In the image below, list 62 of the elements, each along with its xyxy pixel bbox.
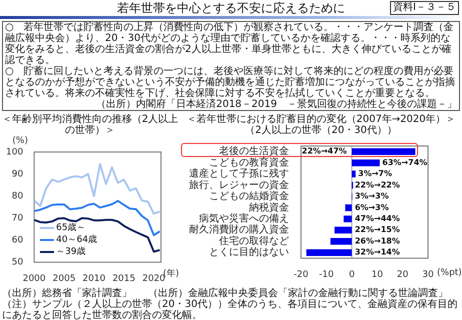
annotation: 3%→7% — [358, 169, 392, 178]
text: ○ 貯蓄に回したいと考える背景の一つには、老後や医療等に対して将来的にどの程度の費用が必要となるのかが予想ができないという不安が予備的動機を通じた貯蓄増加につながっていることが指摘されている。将来の不確実性を下げ、社会保障に対する不安を払拭していくことが重要となる。 — [5, 66, 456, 99]
bar — [334, 226, 352, 234]
x-axis-title: (%pt) — [437, 268, 462, 278]
y-tick-label: 50 — [12, 258, 24, 268]
chart-title: ＜若年世帯における貯蓄目的の変化（2007年→2020年）＞ — [185, 114, 457, 125]
y-tick-label: 老後の生活資金 — [219, 145, 289, 158]
y-axis-title: (%) — [12, 136, 28, 146]
text: （出所）金融広報中央委員会「家計の金融行動に関する世論調査」 — [148, 288, 449, 299]
x-tick-label: 2000 — [22, 274, 46, 284]
annotation: 6%→3% — [354, 202, 389, 212]
x-tick-label: -10 — [319, 270, 334, 280]
bar — [330, 238, 352, 245]
bar — [344, 216, 352, 222]
x-tick-label: 0 — [348, 270, 355, 280]
y-tick-label: 90 — [12, 169, 24, 180]
bar — [345, 204, 352, 212]
x-axis-title: (年) — [163, 268, 180, 280]
legend-label: ～39歳 — [56, 246, 86, 258]
y-tick-label: 60 — [12, 236, 24, 246]
x-tick-label: -20 — [294, 270, 309, 280]
x-tick-label: 10 — [371, 270, 384, 280]
y-tick-label: こどもの教育資金 — [209, 156, 289, 168]
annotation: 47%→44% — [354, 214, 400, 224]
text: （注）サンプル（２人以上の世帯（20・30代））全体のうち、各項目について、金融資産の保有目的にあたると回答した世帯数の割合の変化幅。 — [2, 299, 458, 320]
text: 若年世帯を中心とする不安に応えるために — [117, 1, 345, 15]
annotation: 22%→47% — [302, 146, 347, 156]
y-tick-label: 住宅の取得など — [219, 234, 289, 247]
x-tick-label: 2015 — [112, 274, 136, 284]
annotation: 32%→14% — [354, 248, 400, 257]
y-tick-label: 80 — [12, 191, 24, 202]
x-tick-label: 2010 — [82, 274, 106, 284]
text: （出所）内閣府「日本経済2018－2019 －景気回復の持続性と今後の課題－」 — [95, 99, 457, 110]
text: ○ 若年世帯では貯蓄性向の上昇（消費性向の低下）が観察されている。・・・アンケート調査（金融広報中央会）より、20・30代がどのような理由で貯蓄しているかを確認する。・・・時系列的な変化をみると、老後の生活資金の割合が2人以上世帯・単身世帯ともに、大きく伸びていることが確認できる。 — [5, 22, 455, 66]
y-tick-label: 遺産として子孫に残す — [189, 168, 289, 180]
annotation: 63%→74% — [382, 158, 428, 167]
bar — [352, 170, 356, 178]
annotation: 22%→22% — [354, 180, 400, 190]
bar — [306, 249, 352, 256]
x-tick-label: 30 — [422, 270, 434, 280]
x-tick-label: 2005 — [52, 274, 76, 284]
text: 資料Ⅰ－３－５ — [390, 1, 459, 15]
bar — [352, 159, 380, 166]
legend-label: 40～64歳 — [56, 234, 98, 246]
legend-label: 65歳～ — [56, 222, 86, 234]
annotation: 3%→3% — [354, 192, 389, 201]
bar — [352, 148, 416, 155]
y-tick-label: 納税資金 — [249, 201, 289, 214]
y-tick-label: 病気や災害への備え — [199, 212, 289, 225]
chart-subtitle: （2人以上の世帯（20・30代）） — [244, 125, 398, 136]
x-tick-label: 20 — [396, 270, 409, 280]
annotation: 22%→15% — [354, 225, 400, 234]
y-tick-label: 旅行、レジャーの資金 — [189, 178, 289, 191]
x-tick-label: 2020 — [142, 274, 166, 284]
y-tick-label: とくに目的はない — [209, 247, 289, 258]
annotation: 26%→18% — [354, 236, 400, 246]
text: （出所）総務省「家計調査」 — [2, 288, 132, 299]
y-tick-label: 耐久消費財の購入資金 — [189, 224, 289, 236]
y-tick-label: 70 — [12, 213, 24, 224]
y-tick-label: 100 — [6, 147, 24, 158]
y-tick-label: こどもの結婚資金 — [209, 190, 289, 202]
chart-title: ＜年齢別平均消費性向の推移（2人以上の世帯）＞ — [1, 114, 179, 136]
